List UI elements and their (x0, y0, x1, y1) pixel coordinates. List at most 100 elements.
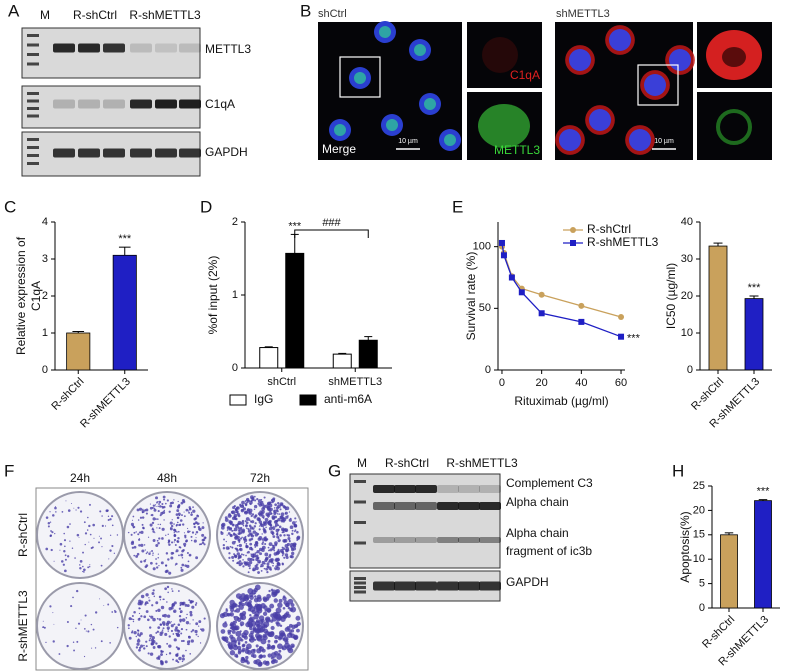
colony (228, 552, 231, 555)
colony (181, 563, 185, 567)
colony (140, 615, 143, 618)
colony (290, 555, 294, 559)
colony (273, 510, 276, 512)
colony (53, 560, 55, 562)
colony (143, 615, 147, 619)
y-tick-label: 0 (687, 364, 693, 376)
colony (226, 612, 231, 617)
colony (240, 504, 245, 509)
colony (284, 544, 289, 548)
colony (261, 548, 265, 553)
band (415, 537, 437, 543)
x-tick-label: R-shCtrl (49, 376, 86, 413)
colony (288, 540, 291, 543)
colony (143, 559, 146, 563)
colony (231, 555, 235, 559)
colony (289, 517, 292, 520)
colony (190, 539, 193, 542)
colony (267, 516, 269, 519)
colony (145, 640, 148, 643)
colony (160, 653, 163, 657)
colony (293, 544, 297, 548)
colony (263, 496, 266, 499)
colony (135, 554, 139, 558)
colony (151, 592, 155, 595)
y-axis-label: Apoptosis(%) (678, 511, 692, 582)
colony (169, 622, 172, 624)
colony (282, 632, 286, 636)
colony (278, 525, 282, 529)
colony (234, 644, 237, 648)
inset-green (716, 109, 752, 145)
colony (167, 628, 169, 631)
colony (137, 618, 141, 621)
colony (183, 542, 187, 546)
colony (185, 508, 189, 512)
colony (194, 517, 198, 520)
colony (63, 550, 66, 553)
colony (159, 523, 162, 526)
colony (75, 509, 77, 511)
colony (255, 531, 258, 534)
bar (358, 339, 378, 369)
colony (224, 639, 227, 642)
colony (140, 530, 144, 534)
colony (65, 500, 67, 502)
colony (162, 511, 166, 514)
colony (166, 626, 170, 630)
colony (82, 565, 84, 568)
colony (146, 551, 149, 554)
scale-bar-label: 10 µm (398, 138, 418, 145)
colony (76, 640, 79, 643)
colony (266, 562, 270, 566)
colony (105, 509, 109, 513)
colony (266, 608, 271, 613)
colony (155, 632, 158, 634)
colony (234, 639, 238, 643)
channel-label: METTL3 (494, 143, 540, 157)
lane-label: R-shCtrl (385, 456, 429, 470)
colony (241, 528, 246, 533)
colony (245, 545, 249, 549)
colony (236, 636, 242, 642)
colony (139, 516, 143, 519)
colony (268, 503, 273, 508)
colony (254, 499, 257, 502)
colony (201, 533, 205, 537)
band (415, 485, 437, 493)
legend-label: R-shCtrl (587, 222, 631, 236)
colony (268, 542, 273, 547)
colony (287, 534, 291, 537)
colony (274, 558, 278, 562)
colony (177, 629, 181, 633)
colony (149, 626, 152, 629)
colony (109, 534, 112, 536)
colony (288, 511, 291, 513)
colony (255, 557, 259, 562)
colony (159, 505, 162, 508)
colony (98, 535, 100, 537)
colony (251, 534, 255, 538)
colony (175, 523, 179, 526)
colony (279, 624, 283, 628)
colony (99, 510, 102, 513)
colony (247, 571, 250, 574)
ladder-band (27, 53, 39, 56)
colony (148, 552, 151, 555)
colony (231, 629, 236, 634)
colony (152, 646, 156, 649)
colony (229, 534, 233, 537)
y-axis-label: C1qA (29, 281, 43, 311)
colony (278, 598, 283, 603)
colony (145, 508, 149, 512)
colony (156, 566, 159, 569)
colony (248, 519, 251, 522)
colony (280, 512, 285, 517)
colony (241, 644, 245, 648)
colony (73, 649, 75, 652)
colony (165, 552, 169, 555)
colony (163, 613, 168, 618)
colony (127, 531, 130, 534)
colony (143, 544, 146, 546)
band (437, 537, 459, 543)
